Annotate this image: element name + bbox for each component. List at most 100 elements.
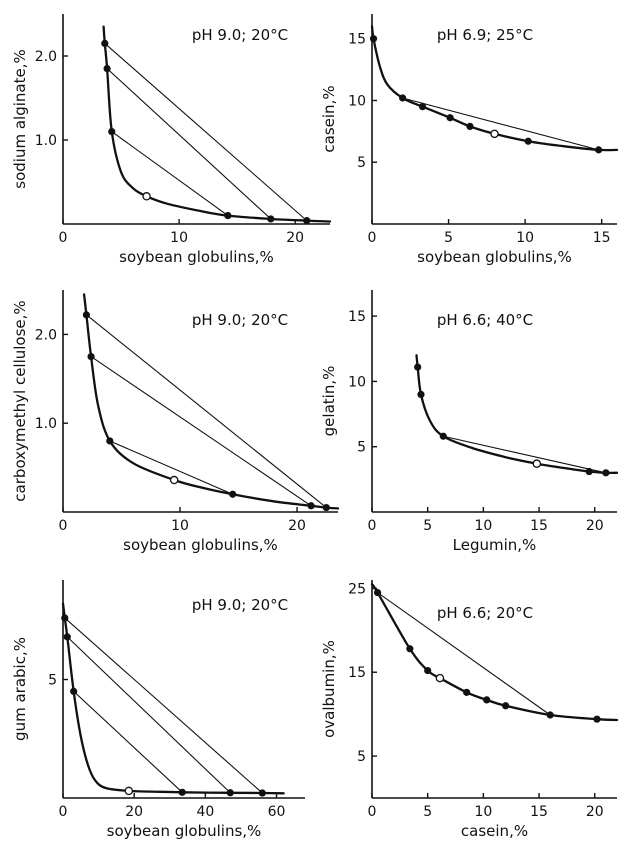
data-point — [307, 502, 315, 510]
data-point — [502, 702, 510, 710]
x-axis-label: soybean globulins,% — [123, 536, 278, 554]
tie-line — [106, 68, 272, 220]
y-tick-label: 2.0 — [35, 49, 57, 65]
y-axis-label: casein,% — [320, 85, 338, 152]
data-point — [524, 137, 532, 145]
y-tick-label: 5 — [357, 155, 366, 171]
data-point — [424, 666, 432, 675]
data-point — [418, 103, 427, 111]
binodal-curve — [415, 354, 619, 475]
x-tick-label: 20 — [286, 230, 304, 246]
x-axis-label: soybean globulins,% — [417, 248, 572, 266]
data-point — [267, 215, 275, 223]
condition-label: pH 9.0; 20°C — [192, 26, 288, 44]
x-tick-label: 10 — [516, 230, 534, 246]
data-point — [417, 390, 425, 399]
x-axis-label: soybean globulins,% — [107, 822, 262, 840]
tie-line — [377, 592, 551, 716]
critical-point — [490, 129, 499, 139]
critical-point — [142, 192, 151, 201]
data-point — [258, 789, 266, 797]
x-tick-label: 20 — [586, 804, 604, 820]
x-axis-label: soybean globulins,% — [119, 248, 274, 266]
x-tick-label: 10 — [170, 230, 188, 246]
data-point — [595, 146, 603, 154]
tie-line — [90, 356, 312, 507]
data-point — [414, 363, 422, 371]
chart-panel-3: 0 10 20 1.0 2.0 soybean globulins,% carboxymet… — [11, 290, 340, 554]
y-tick-label: 5 — [357, 749, 366, 765]
y-tick-label: 15 — [348, 309, 366, 325]
y-tick-label: 15 — [348, 32, 366, 48]
data-point — [483, 696, 491, 704]
y-tick-label: 15 — [348, 665, 366, 681]
x-tick-label: 5 — [444, 230, 453, 246]
binodal-curve — [102, 25, 332, 223]
data-point — [108, 128, 116, 136]
data-point — [463, 688, 471, 696]
y-tick-label: 1.0 — [35, 133, 57, 149]
x-axis-label: casein,% — [461, 822, 528, 840]
critical-point — [169, 475, 179, 485]
chart-panel-5: 0 20 40 60 5 soybean globulins,% gum arabic,% p… — [11, 580, 305, 840]
x-tick-label: 20 — [288, 518, 306, 534]
condition-label: pH 6.6; 40°C — [437, 311, 533, 329]
tie-line — [111, 131, 229, 217]
critical-point — [124, 786, 134, 796]
tie-line — [86, 314, 327, 508]
data-point — [106, 437, 114, 445]
tie-line — [104, 42, 308, 222]
data-point — [593, 715, 601, 723]
x-axis-label: Legumin,% — [453, 536, 537, 554]
y-tick-label: 10 — [348, 374, 366, 390]
x-tick-label: 10 — [474, 804, 492, 820]
data-point — [322, 503, 330, 512]
y-tick-label: 2.0 — [35, 327, 57, 343]
x-tick-label: 10 — [171, 518, 189, 534]
y-tick-label: 1.0 — [35, 416, 57, 432]
condition-label: pH 6.6; 20°C — [437, 604, 533, 622]
y-tick-label: 25 — [348, 581, 366, 597]
data-point — [63, 633, 71, 641]
data-point — [178, 788, 186, 796]
x-tick-label: 15 — [530, 804, 548, 820]
critical-point — [435, 673, 445, 683]
tie-line — [73, 690, 183, 793]
data-point — [101, 39, 109, 48]
x-tick-label: 0 — [368, 804, 377, 820]
tie-line — [64, 617, 263, 794]
x-tick-label: 40 — [196, 804, 214, 820]
x-tick-label: 10 — [474, 518, 492, 534]
y-tick-label: 5 — [48, 673, 57, 689]
data-point — [446, 114, 454, 122]
critical-point — [532, 459, 542, 468]
data-point — [369, 35, 378, 43]
data-point — [466, 122, 474, 131]
x-tick-label: 20 — [586, 518, 604, 534]
y-axis-label: sodium alginate,% — [11, 49, 29, 188]
y-tick-label: 10 — [348, 93, 366, 109]
x-tick-label: 0 — [59, 518, 68, 534]
x-tick-label: 0 — [59, 804, 68, 820]
data-point — [399, 94, 407, 102]
chart-panel-4: 0 5 10 15 20 5 10 15 Legumin,% gelatin,% pH 6.6; 4… — [320, 290, 619, 554]
x-tick-label: 15 — [530, 518, 548, 534]
x-tick-label: 15 — [593, 230, 611, 246]
condition-label: pH 6.9; 25°C — [437, 26, 533, 44]
x-tick-label: 60 — [268, 804, 286, 820]
data-point — [373, 588, 382, 597]
x-tick-label: 0 — [368, 230, 377, 246]
y-axis-label: ovalbumin,% — [320, 640, 338, 738]
tie-line — [402, 97, 599, 151]
data-point — [87, 353, 95, 361]
y-axis-label: carboxymethyl cellulose,% — [11, 300, 29, 501]
tie-line — [443, 435, 606, 474]
tie-line — [66, 636, 231, 794]
x-tick-label: 5 — [423, 518, 432, 534]
chart-panel-6: 0 5 10 15 20 5 15 25 casein,% ovalbumin,% pH 6.6; … — [320, 580, 619, 840]
data-point — [70, 687, 78, 695]
data-point — [602, 469, 610, 477]
x-tick-label: 20 — [125, 804, 143, 820]
x-tick-label: 0 — [59, 230, 68, 246]
